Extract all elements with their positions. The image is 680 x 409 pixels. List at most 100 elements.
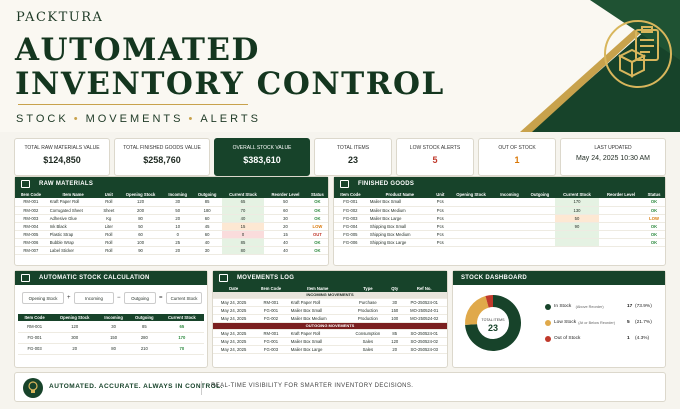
table-row: RM-004 Ink Black Liter 50 10 45 15 20 LOW bbox=[15, 222, 328, 231]
table-cell: Pcs bbox=[432, 214, 448, 223]
table-cell: RM-007 bbox=[15, 246, 47, 255]
table-cell: FG-002 bbox=[334, 206, 367, 215]
table-cell bbox=[598, 238, 644, 247]
table-row: May 24, 2025 RM-001 Kraft Paper Roll Purcha… bbox=[213, 298, 447, 307]
column-header: Ref No. bbox=[401, 285, 447, 292]
table-row: May 24, 2025 RM-001 Kraft Paper Roll Consum… bbox=[213, 329, 447, 338]
table-cell: 25 bbox=[163, 238, 193, 247]
table-cell: MO-250524-01 bbox=[401, 306, 447, 315]
table-cell: Production bbox=[347, 306, 388, 315]
table-cell: Mailer Box Small bbox=[287, 306, 348, 315]
table-cell: Roll bbox=[99, 238, 119, 247]
kpi-low-stock: Low Stock Alerts 5 bbox=[396, 138, 474, 176]
column-header: Current Stock bbox=[159, 314, 204, 321]
table-row: May 24, 2025 FG-001 Mailer Box Small Sales 1… bbox=[213, 337, 447, 346]
kpi-last-updated: Last Updated May 24, 2025 10:30 AM bbox=[560, 138, 666, 176]
table-cell: RM-004 bbox=[15, 222, 47, 231]
table-cell: RM-003 bbox=[15, 214, 47, 223]
table-cell: FG-001 bbox=[18, 332, 52, 344]
kpi-total-items: Total Items 23 bbox=[314, 138, 392, 176]
column-header: Reorder Level bbox=[598, 191, 644, 198]
kpi-label: Total Raw Materials Value bbox=[24, 145, 100, 151]
table-cell: 20 bbox=[163, 246, 193, 255]
package-icon bbox=[340, 180, 349, 188]
table-cell: MO-250524-02 bbox=[401, 314, 447, 323]
table-cell: RM-001 bbox=[18, 321, 52, 333]
table-cell: Shipping Box Medium bbox=[366, 230, 433, 239]
table-row: FG-001 Mailer Box Small Pcs 170 OK bbox=[334, 198, 665, 207]
table-cell: Label Sticker bbox=[46, 246, 100, 255]
status-cell: OK bbox=[306, 206, 328, 215]
finished-goods-panel: FINISHED GOODS Item Code Product Name Unit… bbox=[333, 176, 666, 266]
legend-value: 5 bbox=[627, 320, 630, 325]
kpi-label: Last Updated bbox=[594, 145, 632, 151]
dashboard-header: STOCK DASHBOARD bbox=[453, 271, 665, 285]
movements-panel: MOVEMENTS LOG Date Item Code Item Name Type… bbox=[212, 270, 448, 368]
kpi-value: $124,850 bbox=[43, 155, 81, 165]
column-header: Type bbox=[347, 285, 388, 292]
table-cell: 60 bbox=[192, 230, 222, 239]
legend-note: (Above Reorder) bbox=[575, 304, 604, 309]
box-icon bbox=[21, 180, 30, 188]
page-title-line2: INVENTORY CONTROL bbox=[15, 66, 445, 102]
kpi-label: Total Finished Goods Value bbox=[123, 145, 201, 151]
table-cell bbox=[598, 214, 644, 223]
raw-materials-panel: RAW MATERIALS Item Code Item Name Unit Open… bbox=[14, 176, 329, 266]
table-row: RM-001 120 30 85 65 bbox=[18, 321, 204, 333]
table-cell: May 24, 2025 bbox=[213, 337, 255, 346]
table-row: FG-003 Mailer Box Large Pcs 50 LOW bbox=[334, 214, 665, 223]
table-cell: Plastic Strap bbox=[46, 230, 100, 239]
table-cell: Ink Black bbox=[46, 222, 100, 231]
kpi-value: 23 bbox=[347, 155, 358, 165]
calc-table: Item Code Opening Stock Incoming Outgoing Cu… bbox=[18, 314, 204, 355]
movements-table: Date Item Code Item Name Type Qty Ref No. INC… bbox=[213, 285, 447, 354]
page-title-line1: AUTOMATED bbox=[15, 32, 260, 68]
stock-donut-chart bbox=[465, 295, 521, 351]
footer-divider bbox=[201, 381, 202, 395]
kpi-label: Out of Stock bbox=[498, 145, 536, 151]
movements-subheader: INCOMING MOVEMENTS bbox=[213, 292, 447, 299]
formula-equals: = bbox=[159, 295, 163, 301]
table-cell: 50 bbox=[264, 198, 307, 207]
table-cell: Pcs bbox=[432, 230, 448, 239]
table-cell: Sales bbox=[347, 345, 388, 354]
kpi-label: Low Stock Alerts bbox=[409, 145, 461, 151]
table-cell: SO-250524-03 bbox=[401, 345, 447, 354]
table-cell: Sheet bbox=[99, 206, 119, 215]
column-header: Incoming bbox=[494, 191, 525, 198]
column-header: Unit bbox=[432, 191, 448, 198]
kpi-out-of-stock: Out of Stock 1 bbox=[478, 138, 556, 176]
table-cell: Mailer Box Small bbox=[287, 337, 348, 346]
table-cell: RM-001 bbox=[15, 198, 47, 207]
table-cell: 40 bbox=[264, 246, 307, 255]
donut-center-label: TOTAL ITEMS bbox=[481, 318, 505, 322]
table-cell: Kraft Paper Roll bbox=[287, 329, 348, 338]
table-cell: Sales bbox=[347, 337, 388, 346]
lightbulb-icon bbox=[23, 378, 43, 398]
table-cell: 40 bbox=[264, 238, 307, 247]
table-cell: 30 bbox=[192, 246, 222, 255]
table-cell: RM-002 bbox=[15, 206, 47, 215]
legend-value: 1 bbox=[627, 336, 630, 341]
kpi-label: Overall Stock Value bbox=[232, 145, 292, 151]
table-cell: FG-003 bbox=[254, 345, 288, 354]
table-cell: May 24, 2025 bbox=[213, 345, 255, 354]
table-cell: 50 bbox=[118, 222, 164, 231]
footer-subtext: REAL-TIME VISIBILITY FOR SMARTER INVENTO… bbox=[211, 383, 414, 389]
table-cell: Kg bbox=[99, 214, 119, 223]
formula-incoming: Incoming bbox=[74, 292, 114, 304]
table-cell: 70 bbox=[221, 206, 265, 215]
table-cell: Roll bbox=[99, 230, 119, 239]
column-header: Opening Stock bbox=[118, 191, 164, 198]
formula-outgoing: Outgoing bbox=[124, 292, 156, 304]
formula-current: Current Stock bbox=[166, 292, 202, 304]
table-cell: FG-003 bbox=[18, 343, 52, 355]
table-cell: FG-001 bbox=[334, 198, 367, 207]
table-cell: 45 bbox=[192, 222, 222, 231]
table-cell bbox=[524, 214, 556, 223]
table-cell: Mailer Box Medium bbox=[287, 314, 348, 323]
legend-value: 17 bbox=[627, 304, 633, 309]
table-cell: FG-001 bbox=[254, 306, 288, 315]
table-cell: 50 bbox=[163, 206, 193, 215]
column-header: Outgoing bbox=[524, 191, 556, 198]
